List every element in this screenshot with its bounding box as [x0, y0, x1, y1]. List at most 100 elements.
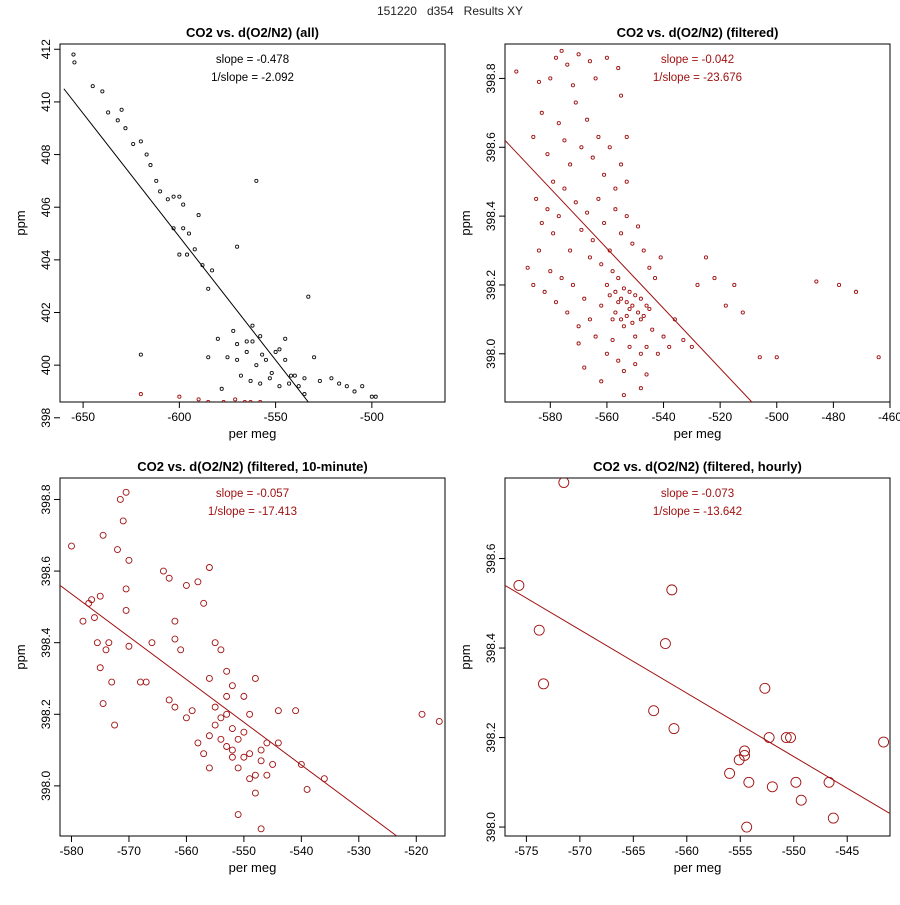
chart3-point-10-minute — [88, 596, 96, 604]
chart3-x-tick-label: -580 — [59, 844, 83, 858]
chart3-point-10-minute — [194, 739, 202, 747]
chart2-point-filtered — [836, 282, 842, 288]
chart2-point-filtered — [568, 248, 573, 253]
chart2-point-filtered — [641, 248, 646, 253]
chart1-point-all — [158, 189, 163, 194]
chart2-point-filtered — [573, 100, 578, 105]
chart3-x-tick-label: -540 — [289, 844, 313, 858]
chart2-point-filtered — [695, 282, 700, 288]
chart2-point-filtered — [602, 172, 607, 177]
chart3-point-10-minute — [246, 775, 254, 783]
chart2-point-filtered — [536, 248, 542, 253]
chart2-point-filtered — [587, 317, 592, 322]
chart1-x-tick-label: -650 — [71, 410, 95, 424]
chart2-point-filtered — [602, 220, 607, 226]
chart1-point-filtered — [214, 408, 217, 411]
chart2-point-filtered — [619, 296, 624, 301]
chart1-point-all — [154, 178, 159, 183]
chart3-point-10-minute — [217, 714, 225, 722]
chart1-point-all — [219, 386, 224, 391]
chart3-point-10-minute — [251, 675, 259, 682]
chart4-point-hourly — [743, 776, 755, 788]
chart1-point-filtered — [351, 414, 354, 417]
chart1-x-axis-label: per meg — [229, 426, 277, 441]
chart1-point-all — [306, 294, 311, 299]
chart2-x-tick-label: -560 — [595, 410, 619, 424]
chart2-point-filtered — [590, 238, 595, 243]
chart1-y-tick-label: 398 — [39, 407, 53, 427]
chart2-point-filtered — [585, 117, 590, 122]
chart3-y-tick-label: 398.6 — [39, 556, 53, 586]
chart3-point-10-minute — [165, 696, 173, 704]
chart2-point-filtered — [579, 145, 584, 150]
chart4-point-hourly — [823, 776, 835, 788]
chart1-point-all — [250, 339, 255, 344]
chart1-point-all — [231, 328, 236, 333]
chart3-point-10-minute — [125, 556, 133, 564]
chart1-point-filtered — [313, 411, 316, 414]
chart2-point-filtered — [596, 134, 601, 139]
chart1-point-filtered — [220, 403, 223, 406]
chart1-point-filtered — [259, 416, 262, 419]
chart4-point-hourly — [648, 705, 660, 717]
chart3-plot-frame — [59, 477, 446, 837]
chart1-point-all — [235, 357, 240, 362]
chart2-point-filtered — [619, 162, 624, 167]
chart4-y-tick-label: 398.6 — [484, 543, 498, 573]
chart3-annotation: 1/slope = -17.413 — [208, 506, 297, 518]
chart3-point-10-minute — [108, 678, 116, 686]
chart2-point-filtered — [604, 282, 609, 288]
chart3-point-10-minute — [105, 639, 113, 647]
chart2-point-filtered — [667, 344, 672, 349]
chart2-point-filtered — [582, 296, 587, 301]
chart1-y-tick-label: 412 — [39, 39, 53, 59]
chart1-annotation: slope = -0.478 — [216, 54, 289, 66]
chart2-point-filtered — [531, 134, 536, 139]
chart2-y-axis-label: ppm — [458, 210, 473, 235]
chart3-point-10-minute — [246, 750, 254, 758]
chart3-point-10-minute — [257, 746, 265, 754]
chart1-point-all — [235, 342, 240, 347]
chart3-point-10-minute — [223, 667, 231, 675]
chart4-plot-frame — [504, 477, 891, 837]
chart2-point-filtered — [556, 214, 561, 219]
chart4-point-hourly — [724, 767, 736, 779]
chart2-point-filtered — [638, 386, 643, 391]
chart1-point-filtered — [424, 416, 427, 419]
chart3-point-10-minute — [171, 703, 179, 711]
chart1-point-all — [254, 363, 259, 368]
chart2-point-filtered — [621, 393, 626, 398]
chart2-point-filtered — [638, 317, 643, 322]
chart2-point-filtered — [661, 334, 666, 339]
chart1-point-all — [165, 197, 170, 202]
chart4-x-tick-label: -555 — [728, 844, 752, 858]
chart1-point-filtered — [258, 399, 263, 402]
chart2-point-filtered — [604, 351, 609, 356]
chart1-point-all — [244, 339, 249, 344]
chart1-point-all — [273, 349, 278, 355]
chart3-point-10-minute — [274, 707, 282, 715]
chart3-point-10-minute — [142, 678, 150, 686]
chart1-point-filtered — [221, 399, 226, 402]
chart2-point-filtered — [525, 265, 530, 270]
chart1-point-filtered — [206, 399, 211, 402]
chart3-point-10-minute — [274, 739, 282, 747]
chart2-point-filtered — [604, 55, 609, 60]
chart2-title: CO2 vs. d(O2/N2) (filtered) — [617, 25, 779, 40]
chart2-point-filtered — [559, 276, 564, 281]
chart2-point-filtered — [576, 52, 581, 57]
chart1-point-all — [72, 60, 77, 65]
chart1-point-all — [287, 381, 292, 386]
chart2-point-filtered — [624, 313, 629, 318]
chart2-point-filtered — [587, 255, 592, 260]
chart1-point-all — [277, 384, 282, 389]
chart2-point-filtered — [757, 355, 762, 360]
chart3-y-tick-label: 398.8 — [39, 484, 53, 514]
chart2-point-filtered — [633, 334, 638, 339]
chart2-x-tick-label: -460 — [878, 410, 900, 424]
chart2-point-filtered — [636, 224, 641, 229]
chart2-point-filtered — [599, 262, 604, 267]
chart2-point-filtered — [619, 317, 624, 322]
chart2-point-filtered — [534, 196, 539, 201]
chart1-x-tick-label: -600 — [167, 410, 191, 424]
